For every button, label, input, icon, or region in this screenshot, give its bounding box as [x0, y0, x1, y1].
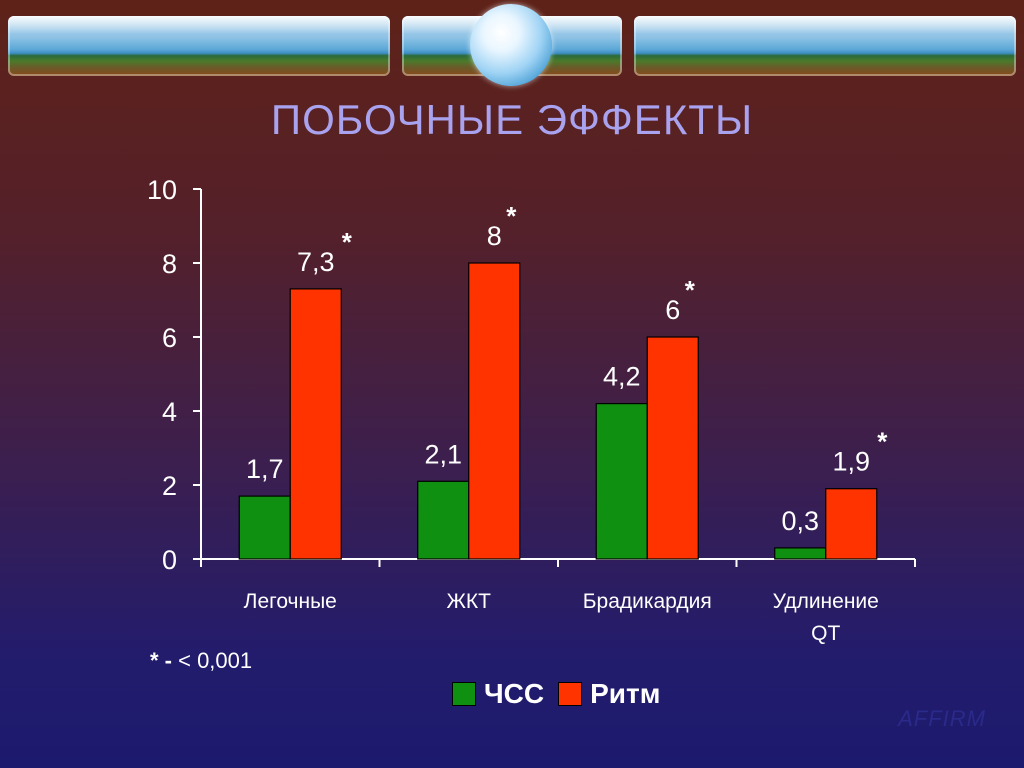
legend-swatch-series-1	[452, 682, 476, 706]
bar-series-1	[595, 403, 648, 560]
legend-label-series-1: ЧСС	[484, 678, 545, 709]
footnote-star: * -	[150, 648, 172, 673]
legend-item-series-1: ЧСС	[452, 678, 544, 710]
legend-swatch-series-2	[558, 682, 583, 706]
legend-label-series-2: Ритм	[590, 678, 661, 709]
data-label: 1,9	[832, 447, 870, 477]
header-banner-right	[634, 16, 1016, 76]
y-tick-label: 2	[162, 471, 177, 501]
data-label: 0,3	[781, 506, 819, 536]
globe-logo-icon	[470, 4, 552, 86]
significance-mark: *	[342, 227, 353, 257]
bar-series-2	[468, 262, 521, 560]
data-label: 6	[665, 295, 680, 325]
y-tick-label: 0	[162, 545, 177, 575]
significance-mark: *	[685, 275, 696, 305]
legend-item-series-2: Ритм	[558, 678, 660, 710]
x-category-label: QT	[811, 622, 840, 645]
bar-series-2	[646, 336, 699, 560]
y-tick-label: 6	[162, 323, 177, 353]
x-category-label: ЖКТ	[447, 590, 492, 613]
chart-legend: ЧСС Ритм	[452, 678, 668, 710]
footnote-text: < 0,001	[172, 648, 253, 673]
data-label: 4,2	[603, 362, 641, 392]
bar-series-2	[825, 488, 878, 560]
bar-series-1	[238, 495, 291, 560]
y-tick-label: 4	[162, 397, 177, 427]
y-tick-label: 10	[147, 175, 177, 205]
significance-footnote: * - < 0,001	[150, 648, 252, 674]
bar-series-1	[774, 547, 827, 560]
data-label: 1,7	[246, 454, 284, 484]
x-category-label: Удлинение	[773, 590, 879, 613]
data-label: 8	[487, 221, 502, 251]
x-category-label: Брадикардия	[583, 590, 712, 613]
data-label: 7,3	[297, 247, 335, 277]
bar-series-1	[417, 480, 470, 560]
bar-series-2	[289, 288, 342, 560]
significance-mark: *	[877, 427, 888, 457]
x-category-label: Легочные	[244, 590, 337, 613]
watermark: AFFIRM	[898, 706, 986, 731]
data-label: 2,1	[424, 439, 462, 469]
y-tick-label: 8	[162, 249, 177, 279]
significance-mark: *	[506, 201, 517, 231]
header-banner-left	[8, 16, 390, 76]
page-title: ПОБОЧНЫЕ ЭФФЕКТЫ	[270, 96, 754, 143]
